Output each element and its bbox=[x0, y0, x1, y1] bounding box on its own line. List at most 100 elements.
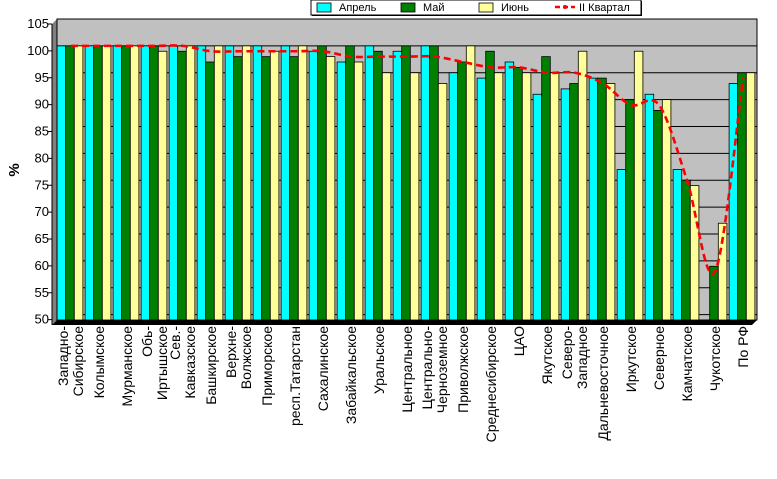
bar bbox=[430, 46, 439, 320]
chart: 50556065707580859095100105%Западно-Сибир… bbox=[0, 0, 777, 479]
y-tick-label: 95 bbox=[35, 70, 49, 85]
bar bbox=[122, 46, 131, 320]
bar bbox=[374, 51, 383, 320]
bar bbox=[262, 57, 271, 320]
bar bbox=[270, 51, 279, 320]
y-tick-label: 50 bbox=[35, 312, 49, 327]
x-tick-label: Приволжское bbox=[455, 326, 471, 413]
x-tick-label: По РФ bbox=[735, 326, 751, 368]
legend-label: II Квартал bbox=[579, 2, 630, 14]
bar bbox=[85, 46, 94, 320]
bar bbox=[729, 84, 738, 321]
bar bbox=[561, 89, 570, 320]
y-tick-label: 80 bbox=[35, 150, 49, 165]
bar bbox=[494, 73, 503, 320]
legend-swatch bbox=[401, 3, 415, 12]
bar bbox=[281, 46, 290, 320]
bar bbox=[550, 73, 559, 320]
bar bbox=[682, 180, 691, 320]
y-tick-label: 55 bbox=[35, 285, 49, 300]
bar bbox=[102, 46, 111, 320]
bar bbox=[130, 46, 139, 320]
x-tick-label: ЦАО bbox=[511, 326, 527, 356]
bar bbox=[74, 46, 83, 320]
y-tick-label: 85 bbox=[35, 124, 49, 139]
bar bbox=[234, 57, 243, 320]
x-tick-label: Уральское bbox=[371, 326, 387, 394]
legend-label: Май bbox=[423, 2, 445, 14]
bar bbox=[626, 100, 635, 320]
x-tick-label: Чукотское bbox=[707, 326, 723, 391]
bar bbox=[206, 62, 215, 320]
bar bbox=[318, 46, 327, 320]
bar bbox=[533, 94, 542, 320]
x-tick-label: Северное bbox=[651, 326, 667, 390]
x-tick-label: Башкирское bbox=[203, 326, 219, 405]
y-tick-label: 65 bbox=[35, 231, 49, 246]
x-tick-label: Северо-Западное bbox=[559, 326, 590, 389]
y-tick-label: 75 bbox=[35, 177, 49, 192]
bar bbox=[253, 46, 262, 320]
bar bbox=[214, 46, 223, 320]
bar bbox=[578, 51, 587, 320]
bar bbox=[169, 46, 178, 320]
bar bbox=[486, 51, 495, 320]
x-tick-label: Дальневосточное bbox=[595, 326, 611, 441]
bar bbox=[634, 51, 643, 320]
legend: Апрель Май Июнь II Квартал bbox=[311, 0, 642, 16]
y-tick-label: 70 bbox=[35, 204, 49, 219]
legend-swatch bbox=[317, 3, 331, 12]
x-tick-label: респ.Татарстан bbox=[287, 326, 303, 426]
bar bbox=[150, 46, 159, 320]
x-tick-label: Обь-Иртышское bbox=[139, 326, 170, 400]
bar bbox=[158, 51, 167, 320]
legend-label: Июнь bbox=[501, 2, 529, 14]
bar bbox=[449, 73, 458, 320]
bar bbox=[186, 46, 195, 320]
x-tick-label: Центрально-Черноземное bbox=[419, 326, 450, 414]
bar bbox=[477, 78, 486, 320]
x-tick-label: Сев.-Кавказское bbox=[167, 326, 198, 399]
bar bbox=[589, 78, 598, 320]
bar bbox=[402, 46, 411, 320]
bar bbox=[466, 46, 475, 320]
bar bbox=[654, 110, 663, 320]
legend-swatch bbox=[479, 3, 493, 12]
side-wall bbox=[52, 19, 57, 325]
x-tick-label: Западно-Сибирское bbox=[55, 326, 86, 397]
bar bbox=[309, 51, 318, 320]
y-tick-label: 105 bbox=[27, 16, 49, 31]
bar bbox=[113, 46, 122, 320]
x-axis-labels: Западно-Сибирское Колымское Мурманское Обь-… bbox=[55, 326, 751, 443]
x-tick-label: Среднесибирское bbox=[483, 326, 499, 443]
bar bbox=[365, 46, 374, 320]
x-tick-label: Приморское bbox=[259, 326, 275, 406]
y-tick-label: 60 bbox=[35, 258, 49, 273]
floor bbox=[52, 320, 757, 325]
bar bbox=[570, 84, 579, 321]
bar bbox=[645, 94, 654, 320]
bar bbox=[354, 62, 363, 320]
y-axis: 50 55 60 65 70 75 80 85 90 95 100 105 bbox=[27, 16, 52, 327]
x-tick-label: Верхне-Волжское bbox=[223, 326, 254, 390]
x-tick-label: Забайкальское bbox=[343, 326, 359, 424]
legend-label: Апрель bbox=[339, 2, 377, 14]
bar bbox=[514, 67, 523, 320]
x-tick-label: Камчатское bbox=[679, 326, 695, 402]
x-tick-label: Колымское bbox=[91, 326, 107, 399]
bar bbox=[393, 51, 402, 320]
x-tick-label: Иркутское bbox=[623, 326, 639, 392]
bar bbox=[598, 78, 607, 320]
bar bbox=[225, 46, 234, 320]
bar bbox=[458, 62, 467, 320]
bar bbox=[57, 46, 66, 320]
legend-marker bbox=[563, 5, 567, 9]
bar bbox=[242, 46, 251, 320]
y-axis-label: % bbox=[6, 163, 23, 176]
bar bbox=[746, 73, 755, 320]
bar bbox=[662, 100, 671, 320]
x-tick-label: Мурманское bbox=[119, 326, 135, 407]
bar bbox=[617, 170, 626, 321]
bar bbox=[522, 73, 531, 320]
y-tick-label: 90 bbox=[35, 97, 49, 112]
